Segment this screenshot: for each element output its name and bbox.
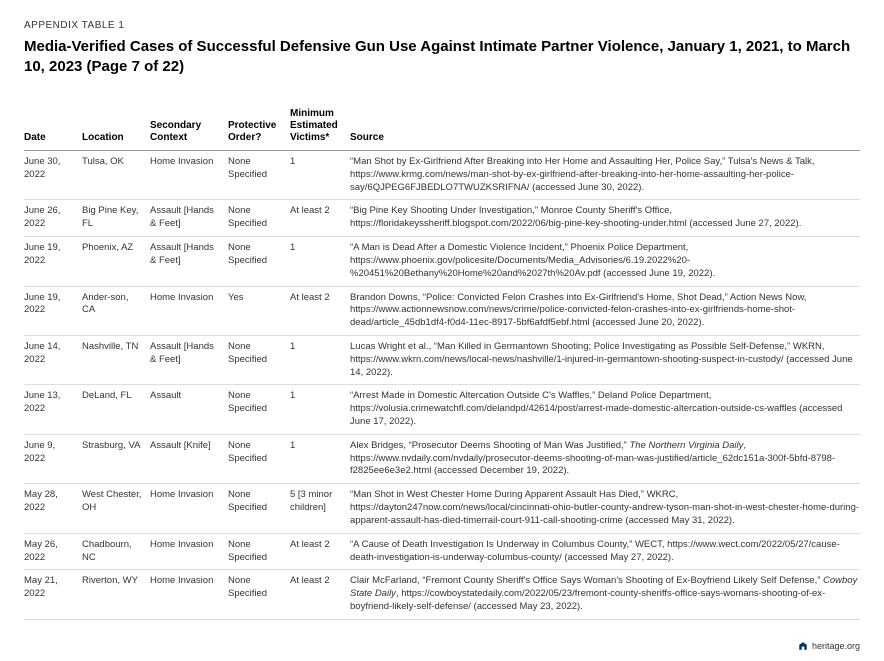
cell-victims: 5 [3 minor children] (290, 484, 350, 533)
cell-date: June 13, 2022 (24, 385, 82, 434)
cell-location: Tulsa, OK (82, 151, 150, 200)
cell-date: May 26, 2022 (24, 533, 82, 570)
page-title: Media-Verified Cases of Successful Defen… (24, 37, 860, 76)
footer: heritage.org (798, 641, 860, 651)
cell-context: Home Invasion (150, 484, 228, 533)
cell-date: June 19, 2022 (24, 286, 82, 335)
cell-context: Assault [Hands & Feet] (150, 237, 228, 286)
table-row: June 19, 2022Phoenix, AZAssault [Hands &… (24, 237, 860, 286)
cell-protective: None Specified (228, 434, 290, 483)
table-row: May 26, 2022Chadbourn, NCHome InvasionNo… (24, 533, 860, 570)
footer-text: heritage.org (812, 641, 860, 651)
cell-context: Home Invasion (150, 570, 228, 619)
cell-victims: 1 (290, 434, 350, 483)
cell-protective: None Specified (228, 335, 290, 384)
cell-victims: 1 (290, 335, 350, 384)
cell-location: Strasburg, VA (82, 434, 150, 483)
col-header-victims: Minimum Estimated Victims* (290, 104, 350, 151)
cell-source: “Big Pine Key Shooting Under Investigati… (350, 200, 860, 237)
cell-location: Big Pine Key, FL (82, 200, 150, 237)
cell-date: June 19, 2022 (24, 237, 82, 286)
heritage-icon (798, 641, 808, 651)
cell-victims: 1 (290, 151, 350, 200)
table-row: May 21, 2022Riverton, WYHome InvasionNon… (24, 570, 860, 619)
cell-location: Ander-son, CA (82, 286, 150, 335)
cell-victims: At least 2 (290, 533, 350, 570)
appendix-label: APPENDIX TABLE 1 (24, 20, 860, 31)
cell-source: “A Man is Dead After a Domestic Violence… (350, 237, 860, 286)
col-header-source: Source (350, 104, 860, 151)
cell-protective: None Specified (228, 533, 290, 570)
cell-context: Assault [Hands & Feet] (150, 335, 228, 384)
cell-location: Phoenix, AZ (82, 237, 150, 286)
table-row: June 19, 2022Ander-son, CAHome InvasionY… (24, 286, 860, 335)
cell-source: “Man Shot by Ex-Girlfriend After Breakin… (350, 151, 860, 200)
col-header-location: Location (82, 104, 150, 151)
cell-source: Lucas Wright et al., “Man Killed in Germ… (350, 335, 860, 384)
cell-date: June 26, 2022 (24, 200, 82, 237)
cell-victims: At least 2 (290, 200, 350, 237)
col-header-date: Date (24, 104, 82, 151)
cell-location: Riverton, WY (82, 570, 150, 619)
cell-source: “A Cause of Death Investigation Is Under… (350, 533, 860, 570)
table-row: June 30, 2022Tulsa, OKHome InvasionNone … (24, 151, 860, 200)
cell-context: Assault (150, 385, 228, 434)
cell-protective: None Specified (228, 484, 290, 533)
cell-date: June 30, 2022 (24, 151, 82, 200)
cell-protective: None Specified (228, 570, 290, 619)
cell-protective: None Specified (228, 237, 290, 286)
cell-location: Chadbourn, NC (82, 533, 150, 570)
table-row: May 28, 2022West Chester, OHHome Invasio… (24, 484, 860, 533)
table-row: June 13, 2022DeLand, FLAssaultNone Speci… (24, 385, 860, 434)
cell-protective: Yes (228, 286, 290, 335)
cell-victims: 1 (290, 237, 350, 286)
cell-victims: At least 2 (290, 570, 350, 619)
cell-date: June 9, 2022 (24, 434, 82, 483)
table-row: June 14, 2022Nashville, TNAssault [Hands… (24, 335, 860, 384)
cell-victims: 1 (290, 385, 350, 434)
cell-source: “Man Shot in West Chester Home During Ap… (350, 484, 860, 533)
cell-context: Assault [Hands & Feet] (150, 200, 228, 237)
cell-date: May 28, 2022 (24, 484, 82, 533)
cell-location: West Chester, OH (82, 484, 150, 533)
cases-table: Date Location Secondary Context Protecti… (24, 104, 860, 620)
cell-context: Assault [Knife] (150, 434, 228, 483)
table-row: June 26, 2022Big Pine Key, FLAssault [Ha… (24, 200, 860, 237)
cell-source: Brandon Downs, “Police: Convicted Felon … (350, 286, 860, 335)
col-header-context: Secondary Context (150, 104, 228, 151)
cell-context: Home Invasion (150, 151, 228, 200)
cell-source: Alex Bridges, “Prosecutor Deems Shooting… (350, 434, 860, 483)
cell-source: Clair McFarland, “Fremont County Sheriff… (350, 570, 860, 619)
cell-source: “Arrest Made in Domestic Altercation Out… (350, 385, 860, 434)
cell-protective: None Specified (228, 151, 290, 200)
col-header-protective: Protective Order? (228, 104, 290, 151)
cell-protective: None Specified (228, 200, 290, 237)
cell-context: Home Invasion (150, 533, 228, 570)
cell-context: Home Invasion (150, 286, 228, 335)
cell-location: DeLand, FL (82, 385, 150, 434)
cell-date: June 14, 2022 (24, 335, 82, 384)
cell-protective: None Specified (228, 385, 290, 434)
cell-date: May 21, 2022 (24, 570, 82, 619)
cell-victims: At least 2 (290, 286, 350, 335)
cell-location: Nashville, TN (82, 335, 150, 384)
table-row: June 9, 2022Strasburg, VAAssault [Knife]… (24, 434, 860, 483)
